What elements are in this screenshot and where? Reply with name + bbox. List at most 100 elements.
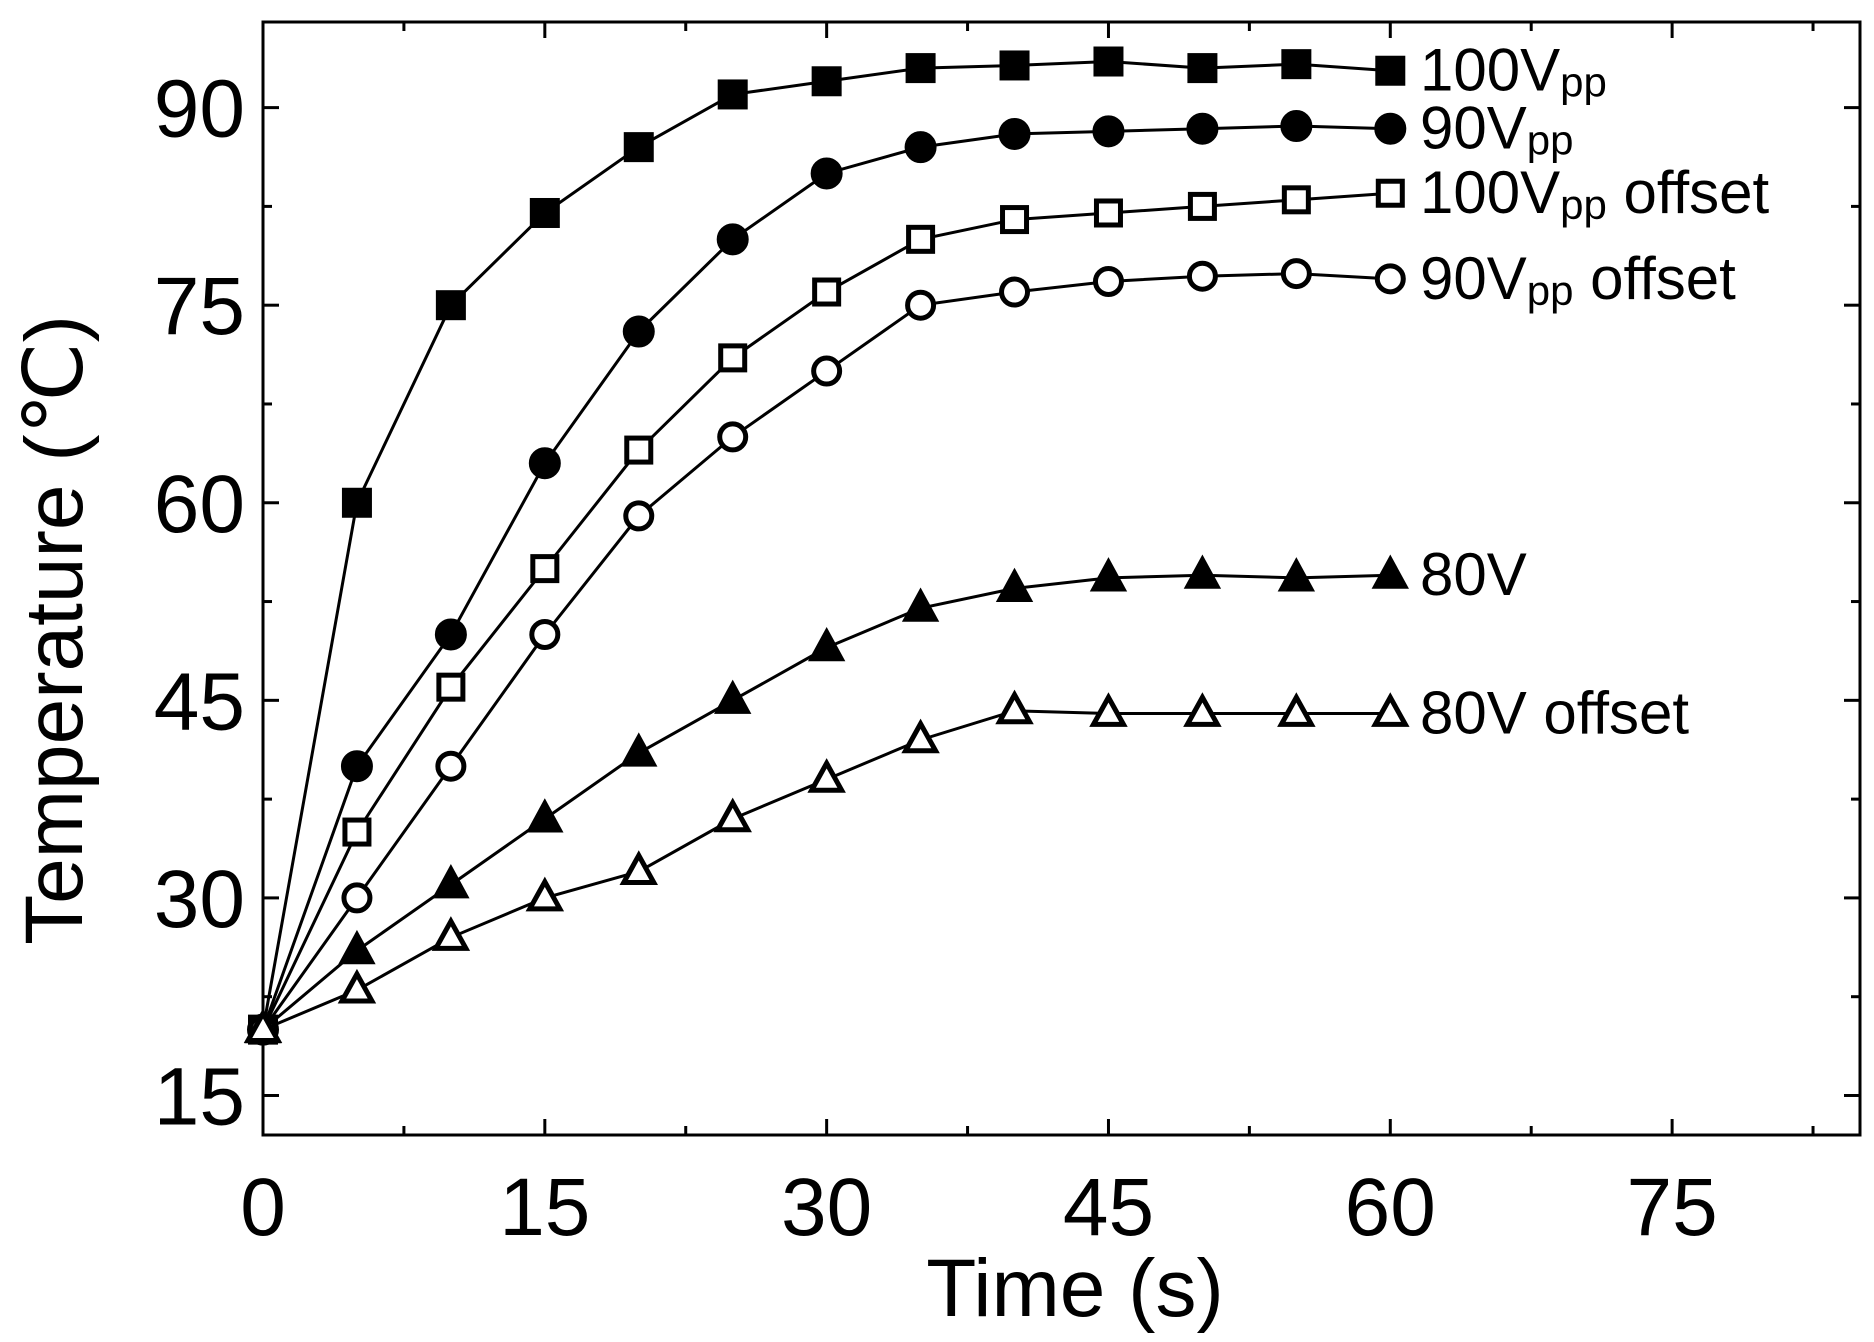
data-point-circle bbox=[1092, 265, 1124, 297]
data-point-circle bbox=[434, 618, 467, 651]
data-point-triangle bbox=[1277, 692, 1316, 727]
legend-label: 80V bbox=[1420, 541, 1527, 608]
x-tick-label: 30 bbox=[781, 1162, 872, 1253]
legend-label: 90Vpp bbox=[1420, 95, 1573, 164]
y-tick-label: 30 bbox=[154, 854, 245, 945]
data-point-circle bbox=[810, 157, 843, 190]
data-point-triangle bbox=[526, 798, 564, 833]
data-point-triangle bbox=[1183, 554, 1222, 589]
data-point-square bbox=[906, 224, 936, 254]
data-point-square bbox=[1281, 185, 1311, 215]
data-point-square bbox=[435, 290, 466, 321]
data-point-square bbox=[1375, 55, 1406, 86]
data-point-square bbox=[1000, 205, 1030, 235]
series-group bbox=[243, 46, 1410, 1046]
data-point-square bbox=[341, 487, 372, 518]
data-point-triangle bbox=[1371, 692, 1410, 727]
y-tick-label: 60 bbox=[154, 459, 245, 550]
series-90vpp-offset bbox=[247, 258, 1406, 1046]
data-point-circle bbox=[623, 500, 655, 532]
data-point-triangle bbox=[714, 679, 752, 714]
data-point-square bbox=[624, 435, 654, 465]
data-point-square bbox=[812, 277, 842, 307]
series-80v-offset bbox=[243, 689, 1410, 1044]
x-axis-title: Time (s) bbox=[926, 1243, 1224, 1334]
data-point-triangle bbox=[619, 850, 659, 885]
y-tick-label: 45 bbox=[154, 656, 245, 747]
series-90vpp bbox=[247, 110, 1407, 1046]
legend-label: 90Vpp offset bbox=[1420, 245, 1736, 314]
data-point-circle bbox=[716, 223, 749, 256]
y-axis-title: Temperature (℃) bbox=[9, 315, 100, 945]
data-point-triangle bbox=[243, 1008, 283, 1044]
data-point-triangle bbox=[995, 567, 1034, 602]
plot-frame bbox=[261, 20, 1862, 1137]
data-point-circle bbox=[1374, 263, 1406, 295]
data-point-triangle bbox=[431, 916, 471, 951]
data-point-square bbox=[1281, 49, 1312, 80]
data-point-circle bbox=[717, 421, 749, 453]
data-point-square bbox=[529, 197, 560, 228]
data-point-triangle bbox=[901, 718, 940, 754]
series-line bbox=[261, 191, 1391, 1031]
data-point-square bbox=[999, 50, 1030, 81]
data-point-circle bbox=[1280, 110, 1313, 143]
labels: 0 15 30 45 60 75 15 30 45 60 75 90 100Vpp90Vpp100Vpp… bbox=[154, 37, 1770, 1253]
data-point-triangle bbox=[713, 797, 752, 833]
legend-label: 100Vpp bbox=[1420, 37, 1607, 106]
data-point-triangle bbox=[338, 929, 376, 965]
data-point-triangle bbox=[995, 689, 1034, 725]
data-point-circle bbox=[1092, 115, 1125, 148]
x-tick-label: 45 bbox=[1063, 1162, 1154, 1253]
data-point-square bbox=[1093, 46, 1124, 77]
data-point-triangle bbox=[1183, 692, 1222, 727]
data-point-triangle bbox=[1277, 557, 1316, 592]
data-point-square bbox=[905, 53, 936, 84]
x-tick-label: 0 bbox=[240, 1162, 286, 1253]
series-line bbox=[261, 60, 1391, 1030]
data-point-triangle bbox=[1089, 692, 1128, 727]
series-100vpp-offset bbox=[248, 178, 1405, 1045]
x-tick-label: 15 bbox=[499, 1162, 590, 1253]
data-point-triangle bbox=[1371, 554, 1409, 589]
data-point-circle bbox=[341, 882, 373, 914]
data-point-square bbox=[1187, 191, 1217, 221]
axes bbox=[261, 20, 1862, 1137]
x-tick-label: 75 bbox=[1627, 1162, 1718, 1253]
y-tick-label: 75 bbox=[154, 261, 245, 352]
data-point-triangle bbox=[525, 876, 565, 912]
series-line bbox=[261, 124, 1391, 1031]
legend-label: 80V offset bbox=[1420, 680, 1689, 747]
legend-label: 100Vpp offset bbox=[1420, 159, 1770, 228]
data-point-circle bbox=[999, 276, 1031, 308]
data-point-circle bbox=[435, 750, 467, 782]
data-point-circle bbox=[529, 618, 561, 650]
data-point-square bbox=[811, 66, 842, 97]
y-tick-label: 15 bbox=[154, 1051, 245, 1142]
data-point-circle bbox=[340, 750, 373, 783]
data-point-square bbox=[342, 817, 372, 847]
data-point-triangle bbox=[901, 587, 940, 622]
data-point-circle bbox=[998, 117, 1031, 150]
data-point-circle bbox=[1186, 260, 1218, 292]
data-point-triangle bbox=[337, 968, 377, 1004]
data-point-circle bbox=[811, 355, 843, 387]
data-point-square bbox=[1093, 198, 1123, 228]
series-80v bbox=[244, 554, 1409, 1044]
data-point-triangle bbox=[620, 732, 658, 767]
data-point-triangle bbox=[807, 626, 846, 662]
data-point-circle bbox=[1280, 258, 1312, 290]
data-point-square bbox=[623, 132, 654, 163]
data-point-triangle bbox=[807, 758, 846, 793]
data-point-circle bbox=[1186, 112, 1219, 145]
x-tick-label: 60 bbox=[1345, 1162, 1436, 1253]
data-point-square bbox=[1187, 53, 1218, 84]
series-100vpp bbox=[248, 46, 1406, 1045]
data-point-circle bbox=[528, 447, 561, 480]
data-point-circle bbox=[904, 131, 937, 164]
data-point-triangle bbox=[1089, 557, 1128, 592]
data-point-square bbox=[717, 79, 748, 110]
data-point-circle bbox=[905, 289, 937, 321]
y-tick-label: 90 bbox=[154, 64, 245, 155]
